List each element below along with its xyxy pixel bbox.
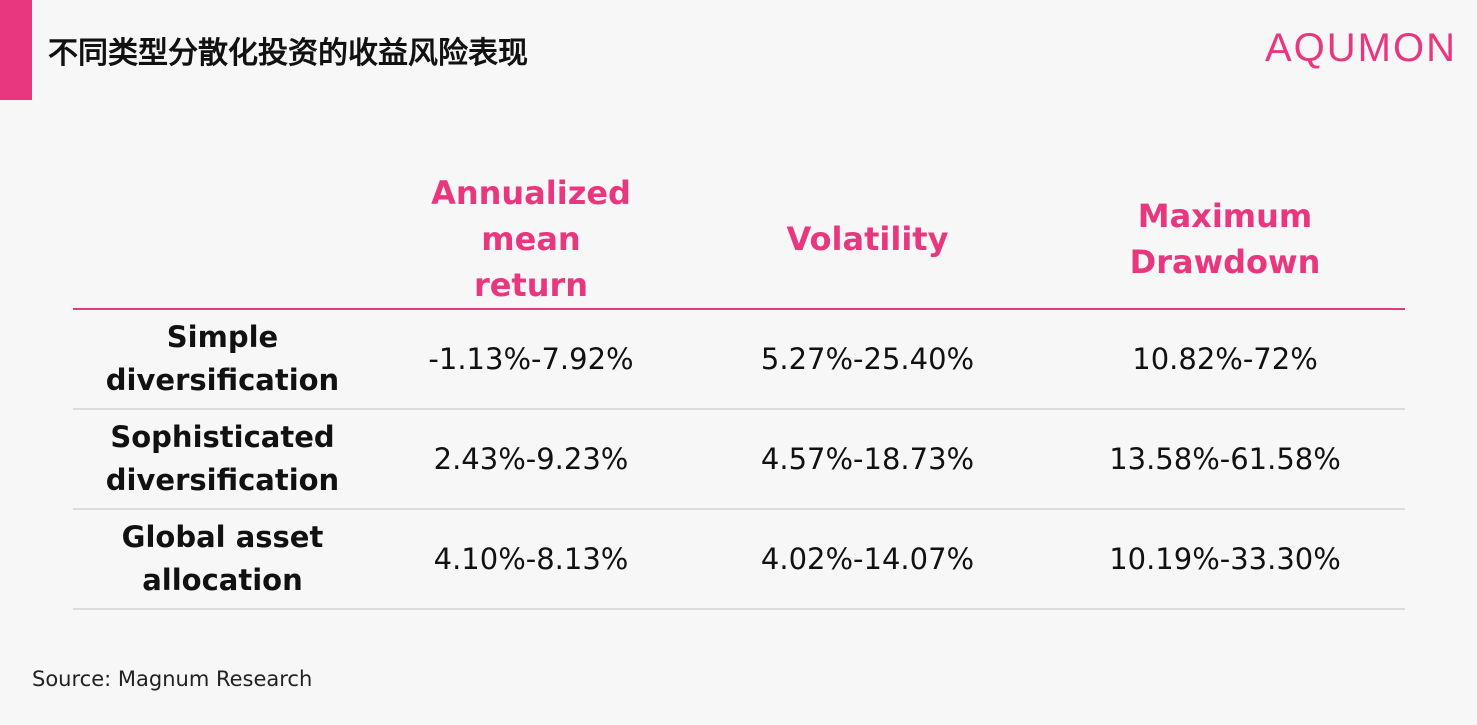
cell: 4.02%-14.07% bbox=[690, 509, 1045, 610]
cell: 4.57%-18.73% bbox=[690, 409, 1045, 510]
table-row: Global asset allocation 4.10%-8.13% 4.02%-… bbox=[73, 509, 1405, 610]
table-row: Simple diversification -1.13%-7.92% 5.27%-… bbox=[73, 309, 1405, 410]
cell: 5.27%-25.40% bbox=[690, 309, 1045, 410]
row-label: Global asset allocation bbox=[121, 520, 324, 597]
column-header-text: Annualized mean return bbox=[431, 174, 631, 304]
cell: 10.19%-33.30% bbox=[1045, 509, 1405, 610]
source: Source: Magnum Research bbox=[32, 667, 313, 691]
row-label-cell: Global asset allocation bbox=[73, 509, 372, 610]
cell: -1.13%-7.92% bbox=[372, 309, 690, 410]
row-label-cell: Simple diversification bbox=[73, 309, 372, 410]
header-row: Annualized mean return Volatility Maximum … bbox=[73, 170, 1405, 310]
table-row: Sophisticated diversification 2.43%-9.23%… bbox=[73, 409, 1405, 510]
corner bbox=[73, 170, 372, 310]
row-label: Sophisticated diversification bbox=[105, 420, 340, 497]
cell: 10.82%-72% bbox=[1045, 309, 1405, 410]
cell: 4.10%-8.13% bbox=[372, 509, 690, 610]
column-header: Volatility bbox=[690, 170, 1045, 310]
table-body: Simple diversification -1.13%-7.92% 5.27%-… bbox=[73, 309, 1405, 610]
accent-bar bbox=[0, 0, 32, 100]
row-label: Simple diversification bbox=[105, 320, 340, 397]
column-header-text: Maximum Drawdown bbox=[1129, 197, 1321, 281]
column-header-text: Volatility bbox=[786, 220, 949, 258]
cell: 13.58%-61.58% bbox=[1045, 409, 1405, 510]
cell: 2.43%-9.23% bbox=[372, 409, 690, 510]
table: Annualized mean return Volatility Maximum … bbox=[73, 170, 1405, 610]
row-label-cell: Sophisticated diversification bbox=[73, 409, 372, 510]
column-header: Maximum Drawdown bbox=[1045, 170, 1405, 310]
title: 不同类型分散化投资的收益风险表现 bbox=[48, 36, 528, 71]
logo: AQUMON bbox=[1265, 26, 1457, 70]
column-header: Annualized mean return bbox=[372, 170, 690, 310]
